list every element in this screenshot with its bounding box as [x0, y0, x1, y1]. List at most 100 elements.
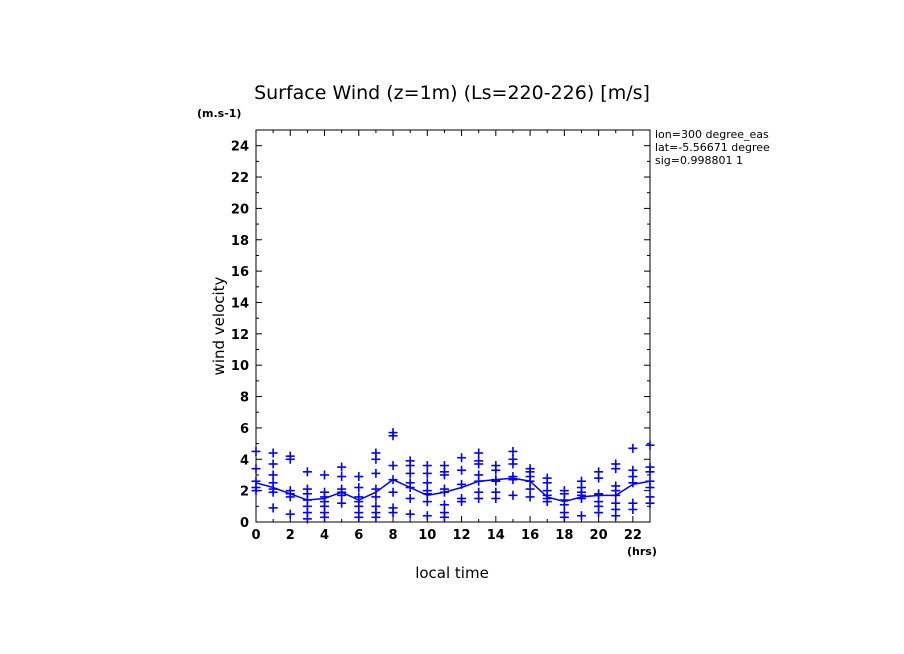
y-tick-label: 16	[231, 265, 249, 280]
data-point-plus	[594, 473, 604, 483]
x-tick-label: 22	[624, 528, 642, 543]
x-tick-label: 16	[521, 528, 539, 543]
data-point-plus	[611, 464, 621, 474]
data-point-plus	[628, 478, 638, 488]
annotation-line: lon=300 degree_eas	[655, 128, 769, 141]
data-point-plus	[457, 497, 467, 507]
data-point-plus	[508, 475, 518, 485]
data-point-plus	[491, 493, 501, 503]
y-tick-label: 22	[231, 171, 249, 186]
data-point-plus	[474, 459, 484, 469]
data-point-plus	[371, 492, 381, 502]
data-point-plus	[594, 508, 604, 518]
x-tick-label: 12	[453, 528, 471, 543]
data-point-plus	[337, 462, 347, 472]
data-point-plus	[388, 461, 398, 471]
data-point-plus	[405, 493, 415, 503]
data-point-plus	[354, 483, 364, 493]
data-point-plus	[354, 512, 364, 522]
data-point-plus	[251, 486, 261, 496]
data-point-plus	[285, 454, 295, 464]
data-point-plus	[439, 470, 449, 480]
data-point-plus	[422, 478, 432, 488]
data-point-plus	[405, 468, 415, 478]
y-tick-label: 12	[231, 328, 249, 343]
data-point-plus	[337, 472, 347, 482]
data-point-plus	[337, 498, 347, 508]
data-point-plus	[268, 503, 278, 513]
data-point-plus	[422, 497, 432, 507]
data-point-plus	[268, 459, 278, 469]
data-point-plus	[268, 487, 278, 497]
data-point-plus	[251, 446, 261, 456]
data-point-plus	[645, 483, 655, 493]
data-point-plus	[439, 500, 449, 510]
data-point-plus	[371, 454, 381, 464]
y-tick-label: 8	[240, 391, 249, 406]
data-point-plus	[320, 512, 330, 522]
x-tick-label: 18	[555, 528, 573, 543]
data-point-plus	[405, 509, 415, 519]
annotation-line: sig=0.998801 1	[655, 154, 743, 167]
data-point-plus	[285, 509, 295, 519]
data-point-plus	[645, 498, 655, 508]
x-tick-label: 0	[251, 528, 260, 543]
data-point-plus	[508, 446, 518, 456]
data-point-plus	[302, 467, 312, 477]
y-tick-label: 4	[240, 453, 249, 468]
data-point-plus	[388, 508, 398, 518]
data-point-plus	[508, 459, 518, 469]
y-tick-label: 2	[240, 485, 249, 500]
data-point-plus	[525, 492, 535, 502]
data-point-plus	[576, 511, 586, 521]
data-point-plus	[371, 468, 381, 478]
data-point-plus	[268, 470, 278, 480]
y-unit-label: (m.s-1)	[197, 107, 241, 120]
x-tick-label: 8	[389, 528, 398, 543]
x-tick-label: 2	[286, 528, 295, 543]
data-point-plus	[628, 504, 638, 514]
annotation-line: lat=-5.56671 degree	[655, 141, 770, 154]
x-tick-label: 20	[590, 528, 608, 543]
data-point-plus	[491, 465, 501, 475]
y-tick-label: 20	[231, 202, 249, 217]
data-point-plus	[628, 443, 638, 453]
data-point-plus	[268, 448, 278, 458]
mean-wind-line	[255, 477, 651, 503]
data-point-plus	[491, 476, 501, 486]
data-point-plus	[388, 487, 398, 497]
data-point-plus	[542, 478, 552, 488]
data-point-plus	[371, 512, 381, 522]
y-axis-label: wind velocity	[210, 276, 228, 375]
data-point-plus	[525, 484, 535, 494]
data-point-plus	[508, 490, 518, 500]
y-tick-label: 0	[240, 516, 249, 531]
y-tick-label: 18	[231, 234, 249, 249]
data-point-plus	[542, 497, 552, 507]
data-point-plus	[422, 468, 432, 478]
y-tick-label: 24	[231, 140, 249, 155]
x-tick-label: 4	[320, 528, 329, 543]
data-point-plus	[354, 472, 364, 482]
plot-frame	[255, 129, 651, 523]
data-point-plus	[457, 465, 467, 475]
data-point-plus	[457, 453, 467, 463]
data-point-plus	[405, 461, 415, 471]
x-axis-label: local time	[415, 564, 489, 582]
x-tick-label: 14	[487, 528, 505, 543]
data-point-plus	[559, 512, 569, 522]
data-point-plus	[251, 464, 261, 474]
data-point-plus	[611, 511, 621, 521]
data-point-plus	[439, 512, 449, 522]
data-point-plus	[645, 440, 655, 450]
chart-title: Surface Wind (z=1m) (Ls=220-226) [m/s]	[254, 82, 650, 104]
data-point-plus	[645, 467, 655, 477]
x-tick-label: 6	[354, 528, 363, 543]
y-tick-label: 10	[231, 359, 249, 374]
y-tick-label: 6	[240, 422, 249, 437]
data-point-plus	[474, 448, 484, 458]
x-unit-label: (hrs)	[627, 545, 657, 558]
